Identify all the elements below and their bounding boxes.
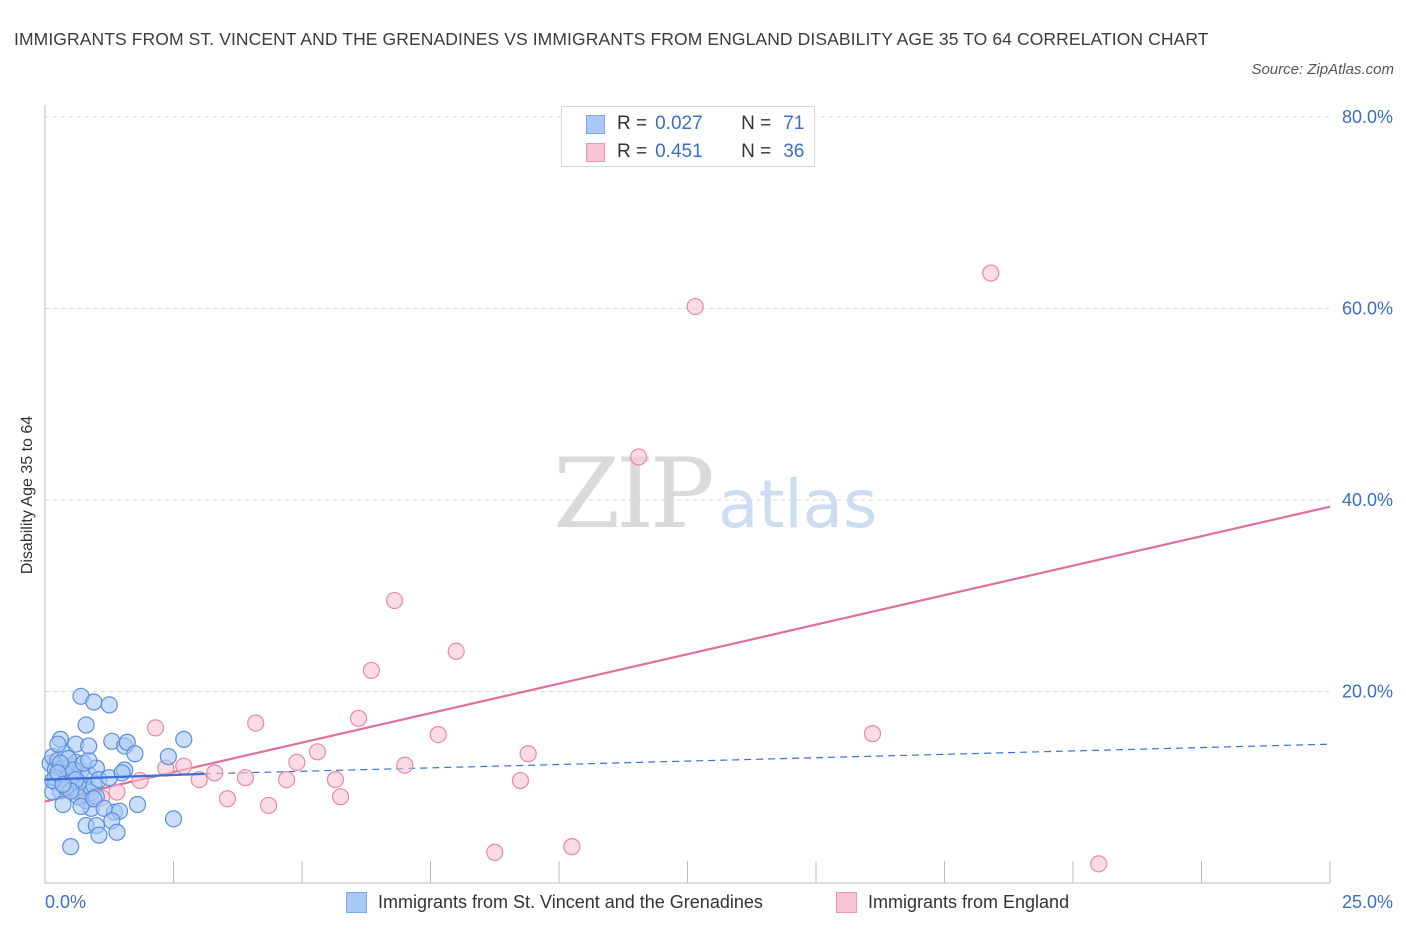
- data-point-st-vincent: [54, 795, 72, 814]
- data-point-england: [146, 719, 165, 737]
- data-point-st-vincent: [80, 737, 98, 755]
- legend-row-st-vincent: R = 0.027 N = 71: [586, 112, 804, 136]
- gridlines: [45, 116, 1330, 692]
- y-axis-label: Disability Age 35 to 64: [19, 415, 36, 575]
- data-point-st-vincent: [77, 716, 95, 734]
- data-point-england: [519, 745, 537, 763]
- bottom-legend-label: Immigrants from England: [868, 891, 1070, 912]
- y-tick-label: 80.0%: [1342, 107, 1393, 127]
- data-point-england: [1090, 855, 1108, 873]
- data-point-st-vincent: [72, 797, 90, 816]
- data-point-england: [277, 770, 296, 789]
- data-point-st-vincent: [85, 693, 103, 711]
- data-point-england: [385, 591, 404, 610]
- data-point-st-vincent: [175, 730, 193, 748]
- data-point-england: [175, 757, 193, 775]
- bottom-legend-st-vincent: Immigrants from St. Vincent and the Gren…: [346, 890, 763, 914]
- trend-line-st-vincent-solid: [44, 772, 205, 781]
- data-point-st-vincent: [80, 751, 98, 770]
- legend-r-label: R =: [617, 113, 648, 134]
- data-point-st-vincent: [159, 748, 177, 766]
- legend-n-value: 36: [783, 141, 805, 162]
- data-point-england: [630, 448, 648, 466]
- legend-swatch-pink: [586, 142, 605, 162]
- watermark: ZIP atlas: [553, 438, 877, 550]
- x-tick-label-min: 0.0%: [45, 892, 86, 912]
- bottom-legend-swatch-blue: [346, 891, 367, 913]
- data-point-england: [563, 838, 581, 856]
- y-tick-label: 40.0%: [1342, 490, 1393, 510]
- trend-line-england: [44, 505, 1331, 803]
- trend-lines: [44, 505, 1331, 803]
- data-point-st-vincent: [49, 735, 67, 753]
- data-point-england: [447, 642, 465, 660]
- data-point-st-vincent: [95, 799, 113, 817]
- data-point-st-vincent: [108, 823, 126, 841]
- data-point-st-vincent: [128, 795, 147, 814]
- x-tick-labels: 0.0% 25.0%: [45, 892, 1393, 912]
- x-tick-label-max: 25.0%: [1342, 892, 1393, 912]
- data-point-england: [236, 769, 255, 787]
- chart-title: IMMIGRANTS FROM ST. VINCENT AND THE GREN…: [14, 29, 1209, 49]
- bottom-legend-swatch-pink: [836, 891, 857, 913]
- data-point-england: [349, 709, 368, 727]
- data-point-england: [190, 770, 208, 789]
- y-tick-label: 20.0%: [1342, 682, 1393, 702]
- data-point-st-vincent: [62, 838, 80, 856]
- data-point-england: [326, 770, 345, 789]
- legend-swatch-blue: [586, 114, 605, 134]
- stats-legend: R = 0.027 N = 71 R = 0.451 N = 36: [561, 106, 815, 167]
- legend-n-label: N =: [741, 141, 772, 162]
- source-label: Source: ZipAtlas.com: [1251, 61, 1394, 78]
- data-point-england: [429, 725, 447, 744]
- legend-row-england: R = 0.451 N = 36: [586, 140, 804, 164]
- data-point-england: [288, 753, 306, 771]
- data-point-england: [206, 764, 224, 782]
- data-point-england: [863, 725, 882, 743]
- data-point-st-vincent: [164, 810, 183, 828]
- data-point-england: [486, 843, 504, 861]
- data-point-england: [982, 264, 1000, 282]
- data-point-england: [108, 783, 126, 801]
- data-point-england: [331, 788, 350, 806]
- data-point-england: [396, 756, 414, 774]
- data-point-st-vincent: [54, 775, 72, 793]
- y-tick-labels: 20.0% 40.0% 60.0% 80.0%: [1342, 107, 1393, 702]
- data-point-england: [362, 661, 380, 680]
- y-tick-label: 60.0%: [1342, 299, 1393, 319]
- bottom-legend-england: Immigrants from England: [836, 890, 1069, 914]
- legend-n-label: N =: [741, 113, 772, 134]
- legend-r-label: R =: [617, 141, 648, 162]
- data-point-england: [247, 714, 265, 732]
- data-point-england: [511, 771, 530, 790]
- data-point-england: [218, 790, 237, 808]
- data-point-england: [259, 796, 278, 815]
- legend-n-value: 71: [783, 113, 805, 134]
- data-point-england: [686, 297, 704, 316]
- watermark-atlas: atlas: [718, 466, 878, 543]
- bottom-legend-label: Immigrants from St. Vincent and the Gren…: [378, 891, 763, 912]
- data-point-st-vincent: [113, 764, 131, 782]
- series-england-points: [46, 264, 1108, 873]
- data-point-st-vincent: [126, 745, 144, 763]
- data-point-st-vincent: [90, 826, 108, 844]
- legend-r-value: 0.027: [655, 113, 703, 134]
- data-point-england: [308, 743, 327, 761]
- series-st-vincent-points: [41, 687, 205, 856]
- trend-line-st-vincent-dashed: [204, 743, 1331, 775]
- data-point-st-vincent: [100, 696, 118, 714]
- legend-r-value: 0.451: [655, 141, 703, 162]
